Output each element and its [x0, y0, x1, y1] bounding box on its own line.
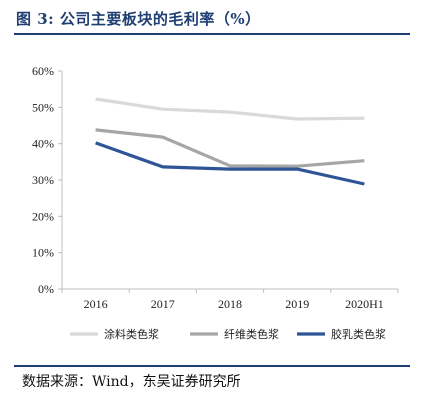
y-tick-label: 10%	[32, 246, 54, 260]
x-tick-label: 2020H1	[345, 297, 384, 311]
x-tick-label: 2016	[84, 297, 108, 311]
margin-line-chart: 0% 10% 20% 30% 40% 50% 60% 2016 2017 2018 2019 202…	[32, 64, 399, 341]
title-rule	[14, 33, 410, 35]
source-note: 数据来源：Wind，东吴证券研究所	[22, 374, 241, 390]
x-tick-label: 2018	[218, 297, 242, 311]
legend: 涂料类色浆 纤维类色浆 胶乳类色浆	[70, 327, 386, 341]
series-line-1	[95, 97, 365, 121]
x-tick-label: 2019	[285, 297, 309, 311]
y-tick-label: 50%	[32, 100, 54, 114]
series-line-2	[95, 128, 365, 168]
y-tick-label: 40%	[32, 137, 54, 151]
y-tick-label: 0%	[38, 282, 54, 296]
x-axis: 2016 2017 2018 2019 2020H1	[61, 288, 399, 311]
y-tick-label: 30%	[32, 173, 54, 187]
y-axis: 0% 10% 20% 30% 40% 50% 60%	[32, 64, 63, 296]
x-tick-label: 2017	[151, 297, 175, 311]
series-line-3	[95, 141, 365, 186]
series-layer	[95, 97, 365, 186]
legend-label-1: 涂料类色浆	[104, 327, 159, 341]
y-tick-label: 60%	[32, 64, 54, 78]
y-tick-label: 20%	[32, 209, 54, 223]
source-rule	[14, 365, 410, 367]
legend-label-3: 胶乳类色浆	[331, 327, 386, 341]
legend-label-2: 纤维类色浆	[224, 327, 279, 341]
chart-title: 图 3: 公司主要板块的毛利率（%）	[16, 10, 261, 28]
